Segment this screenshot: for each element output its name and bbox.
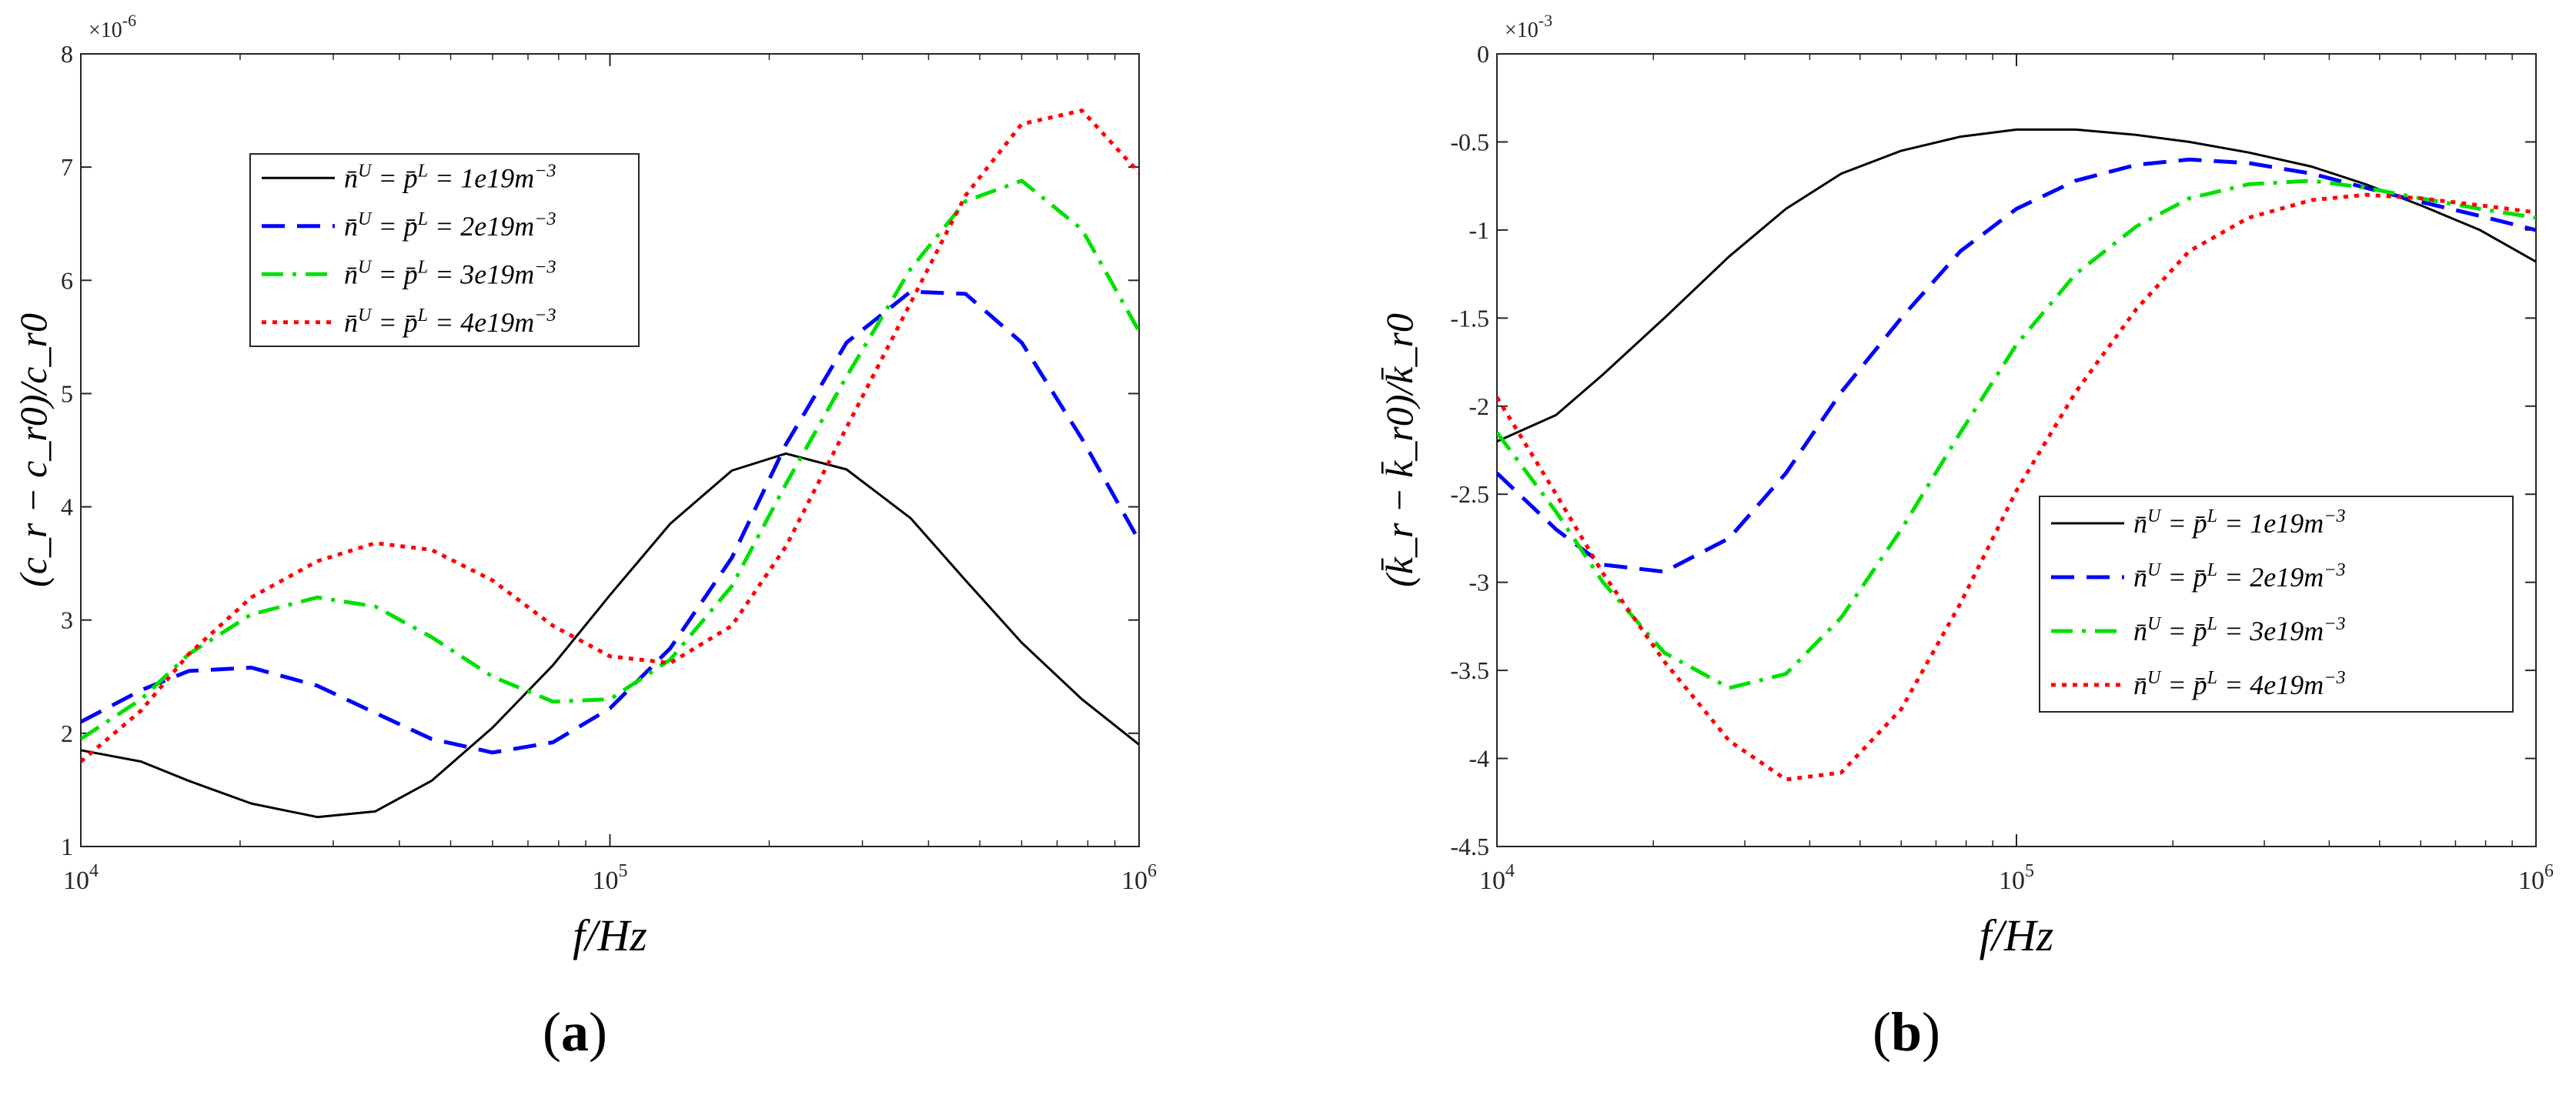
legend-label-3: n̄U = p̄L = 3e19m−3 (2133, 614, 2345, 646)
series-line-1 (1497, 128, 2536, 442)
y-tick-label: -4.5 (1450, 833, 1489, 860)
legend-label-4: n̄U = p̄L = 4e19m−3 (2133, 668, 2345, 700)
y-tick-label: -2 (1468, 392, 1489, 420)
series-line-2 (1497, 157, 2536, 574)
y-tick-label: -2.5 (1450, 480, 1489, 508)
x-tick-label: 106 (1121, 861, 1157, 895)
legend-box (2039, 496, 2514, 713)
legend-label-1: n̄U = p̄L = 1e19m−3 (2133, 506, 2345, 539)
series-line-3 (1497, 179, 2536, 690)
legend-label-2: n̄U = p̄L = 2e19m−3 (2133, 560, 2345, 593)
y-tick-label: 4 (61, 493, 73, 521)
legend-label-1: n̄U = p̄L = 1e19m−3 (344, 161, 556, 193)
caption-b-letter: b (1890, 1001, 1923, 1063)
y-tick-label: 7 (61, 153, 73, 181)
y-tick-label: -1 (1468, 216, 1489, 244)
x-tick-label: 106 (2518, 861, 2554, 895)
x-axis-label: f/Hz (573, 910, 647, 960)
x-tick-label: 104 (63, 861, 99, 895)
y-tick-label: 8 (61, 40, 73, 68)
legend-box (249, 153, 640, 347)
y-tick-label: -0.5 (1450, 128, 1489, 155)
legend: n̄U = p̄L = 1e19m−3 n̄U = p̄L = 2e19m−3 n̄… (249, 153, 640, 347)
y-tick-label: -3 (1468, 569, 1489, 596)
series-line-3 (81, 179, 1139, 741)
legend-label-3: n̄U = p̄L = 3e19m−3 (344, 257, 556, 289)
y-axis-label: (k̄_r − k̄_r0)/k̄_r0 (1378, 313, 1421, 587)
x-tick-label: 105 (1999, 861, 2034, 895)
y-tick-label: -4 (1468, 745, 1489, 773)
series-line-4 (81, 109, 1139, 763)
legend-label-4: n̄U = p̄L = 4e19m−3 (344, 306, 556, 338)
axis-multiplier: ×10-3 (1505, 11, 1552, 42)
y-tick-label: 3 (61, 606, 73, 634)
y-tick-label: 0 (1477, 40, 1489, 68)
legend-label-2: n̄U = p̄L = 2e19m−3 (344, 209, 556, 242)
chart-panel-b: -4.5 -4 -3.5 -3 -2.5 -2 -1.5 -1 -0.5 0 104 105 106 ×1… (1378, 11, 2554, 960)
y-tick-label: 5 (61, 379, 73, 407)
caption-b: (b) (1873, 1001, 1941, 1063)
x-tick-label: 105 (593, 861, 628, 895)
legend: n̄U = p̄L = 1e19m−3 n̄U = p̄L = 2e19m−3 n̄… (2039, 496, 2514, 713)
series-line-1 (81, 452, 1139, 819)
series-line-2 (81, 289, 1139, 755)
caption-a-letter: a (560, 1001, 589, 1063)
y-tick-label: -3.5 (1450, 656, 1489, 684)
x-tick-label: 104 (1479, 861, 1515, 895)
plot-area (1496, 53, 2537, 847)
y-tick-label: -1.5 (1450, 304, 1489, 332)
axis-multiplier: ×10-6 (89, 11, 136, 42)
series-line-4 (1497, 192, 2536, 782)
y-tick-label: 2 (61, 720, 73, 747)
y-tick-label: 1 (61, 833, 73, 860)
y-tick-label: 6 (61, 266, 73, 294)
y-axis-label: (c_r − c_r0)/c_r0 (12, 313, 55, 587)
x-axis-label: f/Hz (1980, 910, 2054, 960)
caption-a: (a) (543, 1001, 607, 1063)
chart-panel-a: 1 2 3 4 5 6 7 8 104 105 106 ×10-6 f/Hz (c_r − c_r0)/c… (12, 11, 1157, 960)
